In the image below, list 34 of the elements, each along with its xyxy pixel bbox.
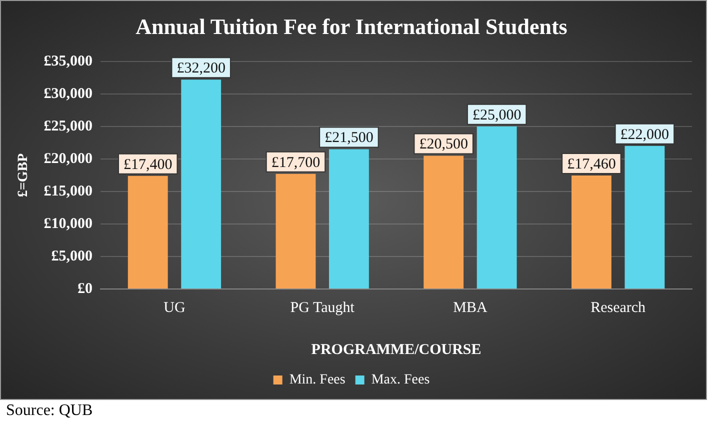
chart-title: Annual Tuition Fee for International Students — [136, 14, 568, 39]
y-tick-label: £25,000 — [44, 118, 93, 134]
y-axis-title: £=GBP — [16, 152, 32, 198]
y-tick-label: £0 — [78, 280, 93, 297]
data-label: £17,700 — [271, 154, 320, 171]
bar — [276, 174, 316, 288]
data-label: £20,500 — [419, 136, 468, 153]
x-axis-title: PROGRAMME/COURSE — [311, 342, 482, 358]
data-label: £22,000 — [620, 126, 670, 143]
data-label: £17,400 — [123, 156, 172, 173]
data-label: £21,500 — [324, 130, 374, 146]
y-tick-label: £30,000 — [44, 86, 93, 102]
bar — [476, 126, 517, 288]
data-label: £32,200 — [176, 60, 226, 77]
x-tick-label: MBA — [453, 300, 488, 316]
legend-label: Max. Fees — [371, 372, 430, 388]
y-tick-label: £10,000 — [44, 216, 93, 232]
x-tick-label: PG Taught — [290, 300, 356, 316]
legend-label: Min. Fees — [289, 372, 346, 388]
bar — [181, 80, 222, 288]
y-tick-label: £20,000 — [44, 150, 93, 167]
bar — [329, 149, 369, 288]
x-tick-label: UG — [164, 300, 186, 316]
bar — [571, 175, 612, 288]
y-tick-label: £35,000 — [44, 53, 93, 70]
x-tick-label: Research — [590, 300, 646, 316]
bar — [128, 176, 168, 288]
y-tick-label: £5,000 — [51, 248, 93, 264]
bar — [624, 146, 665, 288]
bar — [424, 156, 464, 288]
data-label: £17,460 — [567, 156, 616, 172]
y-tick-label: £15,000 — [44, 183, 93, 200]
data-label: £25,000 — [472, 107, 522, 124]
source-note: Source: QUB — [6, 402, 93, 420]
